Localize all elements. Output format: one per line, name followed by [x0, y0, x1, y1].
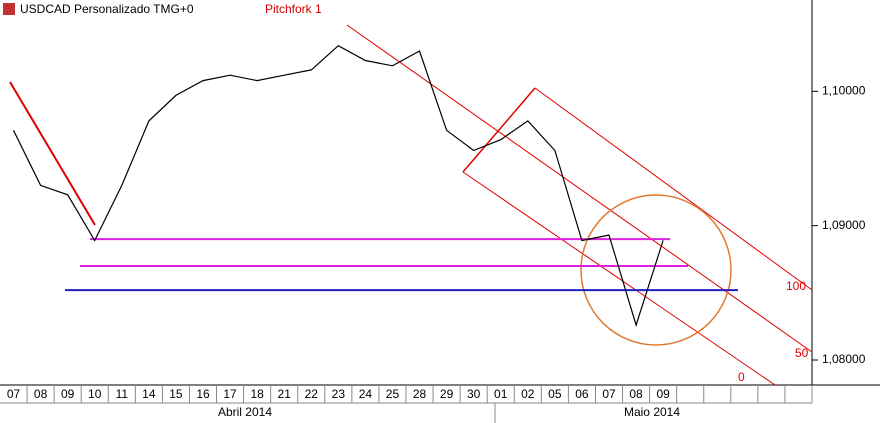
pitchfork-label: 0: [738, 370, 745, 384]
annotations: [9, 24, 813, 386]
x-tick-label: 05: [548, 387, 562, 401]
month-label: Abril 2014: [218, 405, 272, 419]
x-tick-label: 10: [88, 387, 102, 401]
trend-line: [9, 81, 96, 226]
x-tick-label: 28: [413, 387, 427, 401]
pitchfork-label: 50: [795, 346, 809, 360]
icon: [3, 3, 15, 15]
x-tick-label: 16: [196, 387, 210, 401]
x-tick-label: 23: [332, 387, 346, 401]
y-tick-label: 1,09000: [822, 218, 866, 232]
x-tick-label: 14: [142, 387, 156, 401]
x-tick-label: 17: [223, 387, 237, 401]
x-tick-label: 18: [250, 387, 264, 401]
pitchfork-line: [534, 87, 813, 291]
x-tick-label: 22: [305, 387, 319, 401]
x-tick-label: 29: [440, 387, 454, 401]
x-tick-label: 06: [575, 387, 589, 401]
pitchfork-line: [462, 171, 776, 386]
y-tick-label: 1,10000: [822, 84, 866, 98]
price-line: [12, 44, 664, 328]
chart-subtitle: Pitchfork 1: [265, 2, 322, 16]
x-tick-label: 08: [34, 387, 48, 401]
x-tick-label: 15: [169, 387, 183, 401]
x-tick-label: 01: [494, 387, 508, 401]
x-tick-label: 07: [7, 387, 21, 401]
pitchfork-label: 100: [786, 279, 806, 293]
x-tick-label: 24: [359, 387, 373, 401]
x-tick-label: 08: [629, 387, 643, 401]
x-tick-label: 09: [656, 387, 670, 401]
pitchfork-line: [346, 24, 813, 353]
x-tick-label: 30: [467, 387, 481, 401]
x-tick-label: 07: [602, 387, 616, 401]
x-tick-label: 25: [386, 387, 400, 401]
chart-title: USDCAD Personalizado TMG+0: [20, 2, 194, 16]
x-tick-label: 09: [61, 387, 75, 401]
month-label: Maio 2014: [624, 405, 680, 419]
x-tick-label: 11: [116, 387, 129, 401]
y-tick-label: 1,08000: [822, 352, 866, 366]
highlight-circle: [580, 194, 732, 346]
pitchfork-handle: [462, 87, 536, 173]
x-tick-label: 21: [278, 387, 292, 401]
x-tick-label: 02: [521, 387, 535, 401]
